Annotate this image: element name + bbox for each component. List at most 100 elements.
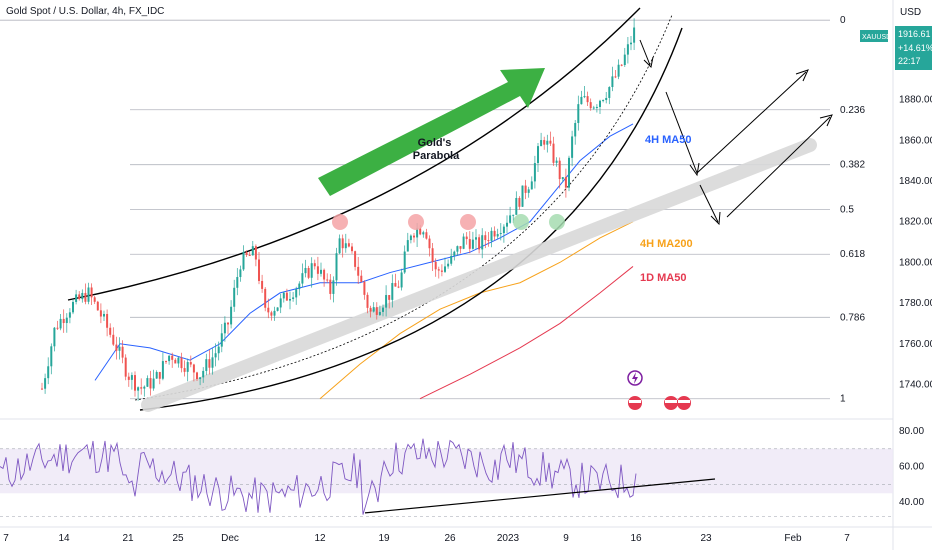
candle-body xyxy=(608,87,611,98)
rsi-tick-label: 60.00 xyxy=(899,462,924,473)
rsi-line xyxy=(0,438,637,515)
candle-body xyxy=(558,160,561,180)
candle-body xyxy=(431,248,434,262)
y-tick-label: 1840.00 xyxy=(899,176,932,187)
candle-body xyxy=(177,357,180,364)
candle-body xyxy=(425,232,428,239)
candle-body xyxy=(533,163,536,182)
candle-body xyxy=(602,100,605,102)
red-marker xyxy=(408,214,424,230)
ma50-4h-line xyxy=(94,123,634,381)
x-tick-label: 2023 xyxy=(497,533,520,544)
candle-body xyxy=(261,280,264,289)
candle-body xyxy=(208,359,211,368)
candle-body xyxy=(267,307,270,313)
candle-body xyxy=(586,96,589,103)
candle-body xyxy=(540,140,543,147)
candle-body xyxy=(406,240,409,252)
candle-body xyxy=(326,279,329,281)
candle-body xyxy=(199,377,202,380)
candle-body xyxy=(338,238,341,254)
candle-body xyxy=(174,359,177,364)
candle-body xyxy=(211,357,214,368)
candle-body xyxy=(301,273,304,284)
candle-body xyxy=(530,181,533,190)
candle-body xyxy=(320,269,322,274)
candle-body xyxy=(158,372,161,379)
candle-body xyxy=(44,378,47,389)
candle-body xyxy=(264,288,267,308)
candle-body xyxy=(227,322,229,325)
fib-label: 0.5 xyxy=(840,204,854,215)
candle-body xyxy=(555,160,558,163)
candle-body xyxy=(626,44,629,55)
x-tick-label: 21 xyxy=(122,533,134,544)
candle-body xyxy=(434,261,437,270)
candle-body xyxy=(124,357,127,377)
candle-body xyxy=(341,238,344,249)
parabola-label: Gold's Parabola xyxy=(413,137,460,162)
candle-body xyxy=(524,185,527,193)
candle-body xyxy=(391,283,394,300)
fib-label: 1 xyxy=(840,394,846,405)
candle-body xyxy=(481,235,484,250)
candle-body xyxy=(143,386,146,389)
candle-body xyxy=(437,269,440,271)
candle-body xyxy=(99,310,102,317)
x-tick-label: 23 xyxy=(700,533,712,544)
y-axis: 1740.00 1760.00 1780.00 1800.00 1820.00 1840.… xyxy=(899,54,932,391)
candle-body xyxy=(502,226,505,234)
candle-body xyxy=(583,96,586,98)
candle-body xyxy=(276,307,279,311)
candle-body xyxy=(360,275,363,282)
red-marker xyxy=(460,214,476,230)
candle-body xyxy=(589,102,592,109)
candle-body xyxy=(323,269,326,280)
candle-body xyxy=(378,311,381,315)
x-tick-label: 19 xyxy=(378,533,390,544)
candle-body xyxy=(214,353,217,358)
candle-body xyxy=(202,370,205,378)
candlesticks xyxy=(41,18,636,401)
x-tick-label: 25 xyxy=(172,533,184,544)
candle-body xyxy=(295,289,298,298)
candle-body xyxy=(220,333,223,347)
x-tick-label: 12 xyxy=(314,533,326,544)
candle-body xyxy=(347,243,350,247)
candle-body xyxy=(75,294,78,302)
candle-body xyxy=(416,228,419,238)
candle-body xyxy=(462,236,465,249)
candle-body xyxy=(196,372,198,380)
candle-body xyxy=(357,266,360,276)
x-tick-label: Feb xyxy=(784,533,802,544)
candle-body xyxy=(419,228,422,235)
candle-body xyxy=(146,378,149,387)
projection-arrow-up-1 xyxy=(696,71,807,174)
y-tick-label: 1740.00 xyxy=(899,379,932,390)
candle-body xyxy=(258,259,260,281)
candle-body xyxy=(468,239,471,249)
rsi-tick-label: 40.00 xyxy=(899,497,924,508)
y-tick-label: 1780.00 xyxy=(899,298,932,309)
candle-body xyxy=(289,298,291,301)
candle-body xyxy=(620,64,623,66)
candle-body xyxy=(72,301,74,313)
candle-body xyxy=(68,312,71,318)
candle-body xyxy=(614,76,617,78)
candle-body xyxy=(471,239,474,249)
parabola-upper-line xyxy=(67,7,641,301)
candle-body xyxy=(233,287,236,307)
projection-arrows xyxy=(639,39,833,226)
candle-body xyxy=(78,294,81,300)
candle-body xyxy=(440,270,443,272)
candle-body xyxy=(56,327,59,329)
candle-body xyxy=(363,281,366,295)
fib-label: 0 xyxy=(840,15,846,26)
candle-body xyxy=(580,96,583,105)
x-tick-label: 26 xyxy=(444,533,456,544)
candle-body xyxy=(307,268,310,278)
gray-trend-band xyxy=(141,138,817,412)
candle-body xyxy=(335,253,338,281)
candle-body xyxy=(577,104,580,123)
candle-body xyxy=(592,107,595,109)
